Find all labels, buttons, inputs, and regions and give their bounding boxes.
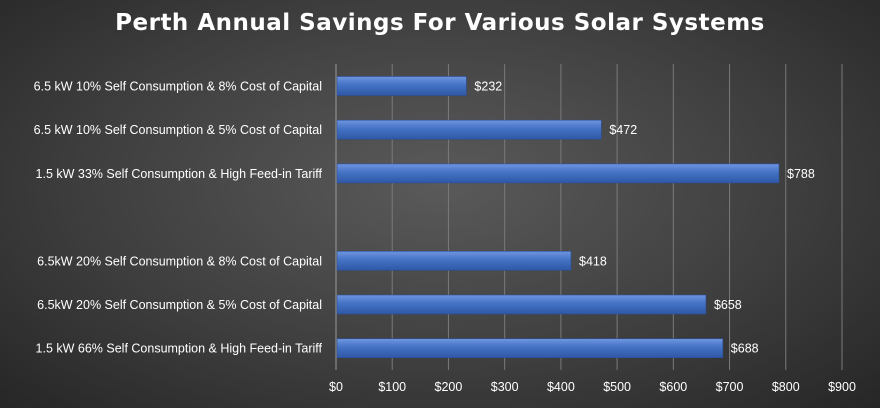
x-tick-label: $400 (547, 380, 575, 394)
x-tick-label: $600 (659, 380, 687, 394)
data-label: $232 (474, 80, 502, 94)
x-tick-label: $800 (772, 380, 800, 394)
bar (336, 251, 572, 271)
data-label: $658 (714, 298, 742, 312)
chart-title: Perth Annual Savings For Various Solar S… (115, 10, 765, 36)
x-tick-label: $900 (828, 380, 856, 394)
category-label: 6.5 kW 10% Self Consumption & 8% Cost of… (34, 80, 322, 94)
data-label: $418 (579, 254, 607, 268)
bar (336, 294, 707, 315)
category-label: 6.5kW 20% Self Consumption & 5% Cost of … (37, 298, 322, 312)
gridlines (335, 64, 843, 370)
data-label: $788 (787, 167, 815, 181)
bar (336, 76, 467, 96)
category-label: 1.5 kW 33% Self Consumption & High Feed-… (36, 167, 323, 181)
bars (336, 76, 780, 359)
labels: $0 $100 $200 $300 $400 $500 $600 $700 $800 $900 6.… (34, 80, 856, 395)
x-tick-label: $100 (378, 380, 406, 394)
data-label: $688 (731, 342, 759, 356)
data-label: $472 (609, 123, 637, 137)
category-label: 6.5 kW 10% Self Consumption & 5% Cost of… (34, 123, 322, 137)
bar (336, 163, 780, 184)
x-tick-label: $300 (491, 380, 519, 394)
category-label: 1.5 kW 66% Self Consumption & High Feed-… (36, 342, 323, 356)
x-tick-label: $500 (603, 380, 631, 394)
x-tick-label: $200 (435, 380, 463, 394)
x-tick-label: $700 (716, 380, 744, 394)
category-label: 6.5kW 20% Self Consumption & 8% Cost of … (37, 254, 322, 268)
x-tick-label: $0 (329, 380, 343, 394)
bar (336, 338, 724, 359)
bar (336, 119, 602, 140)
